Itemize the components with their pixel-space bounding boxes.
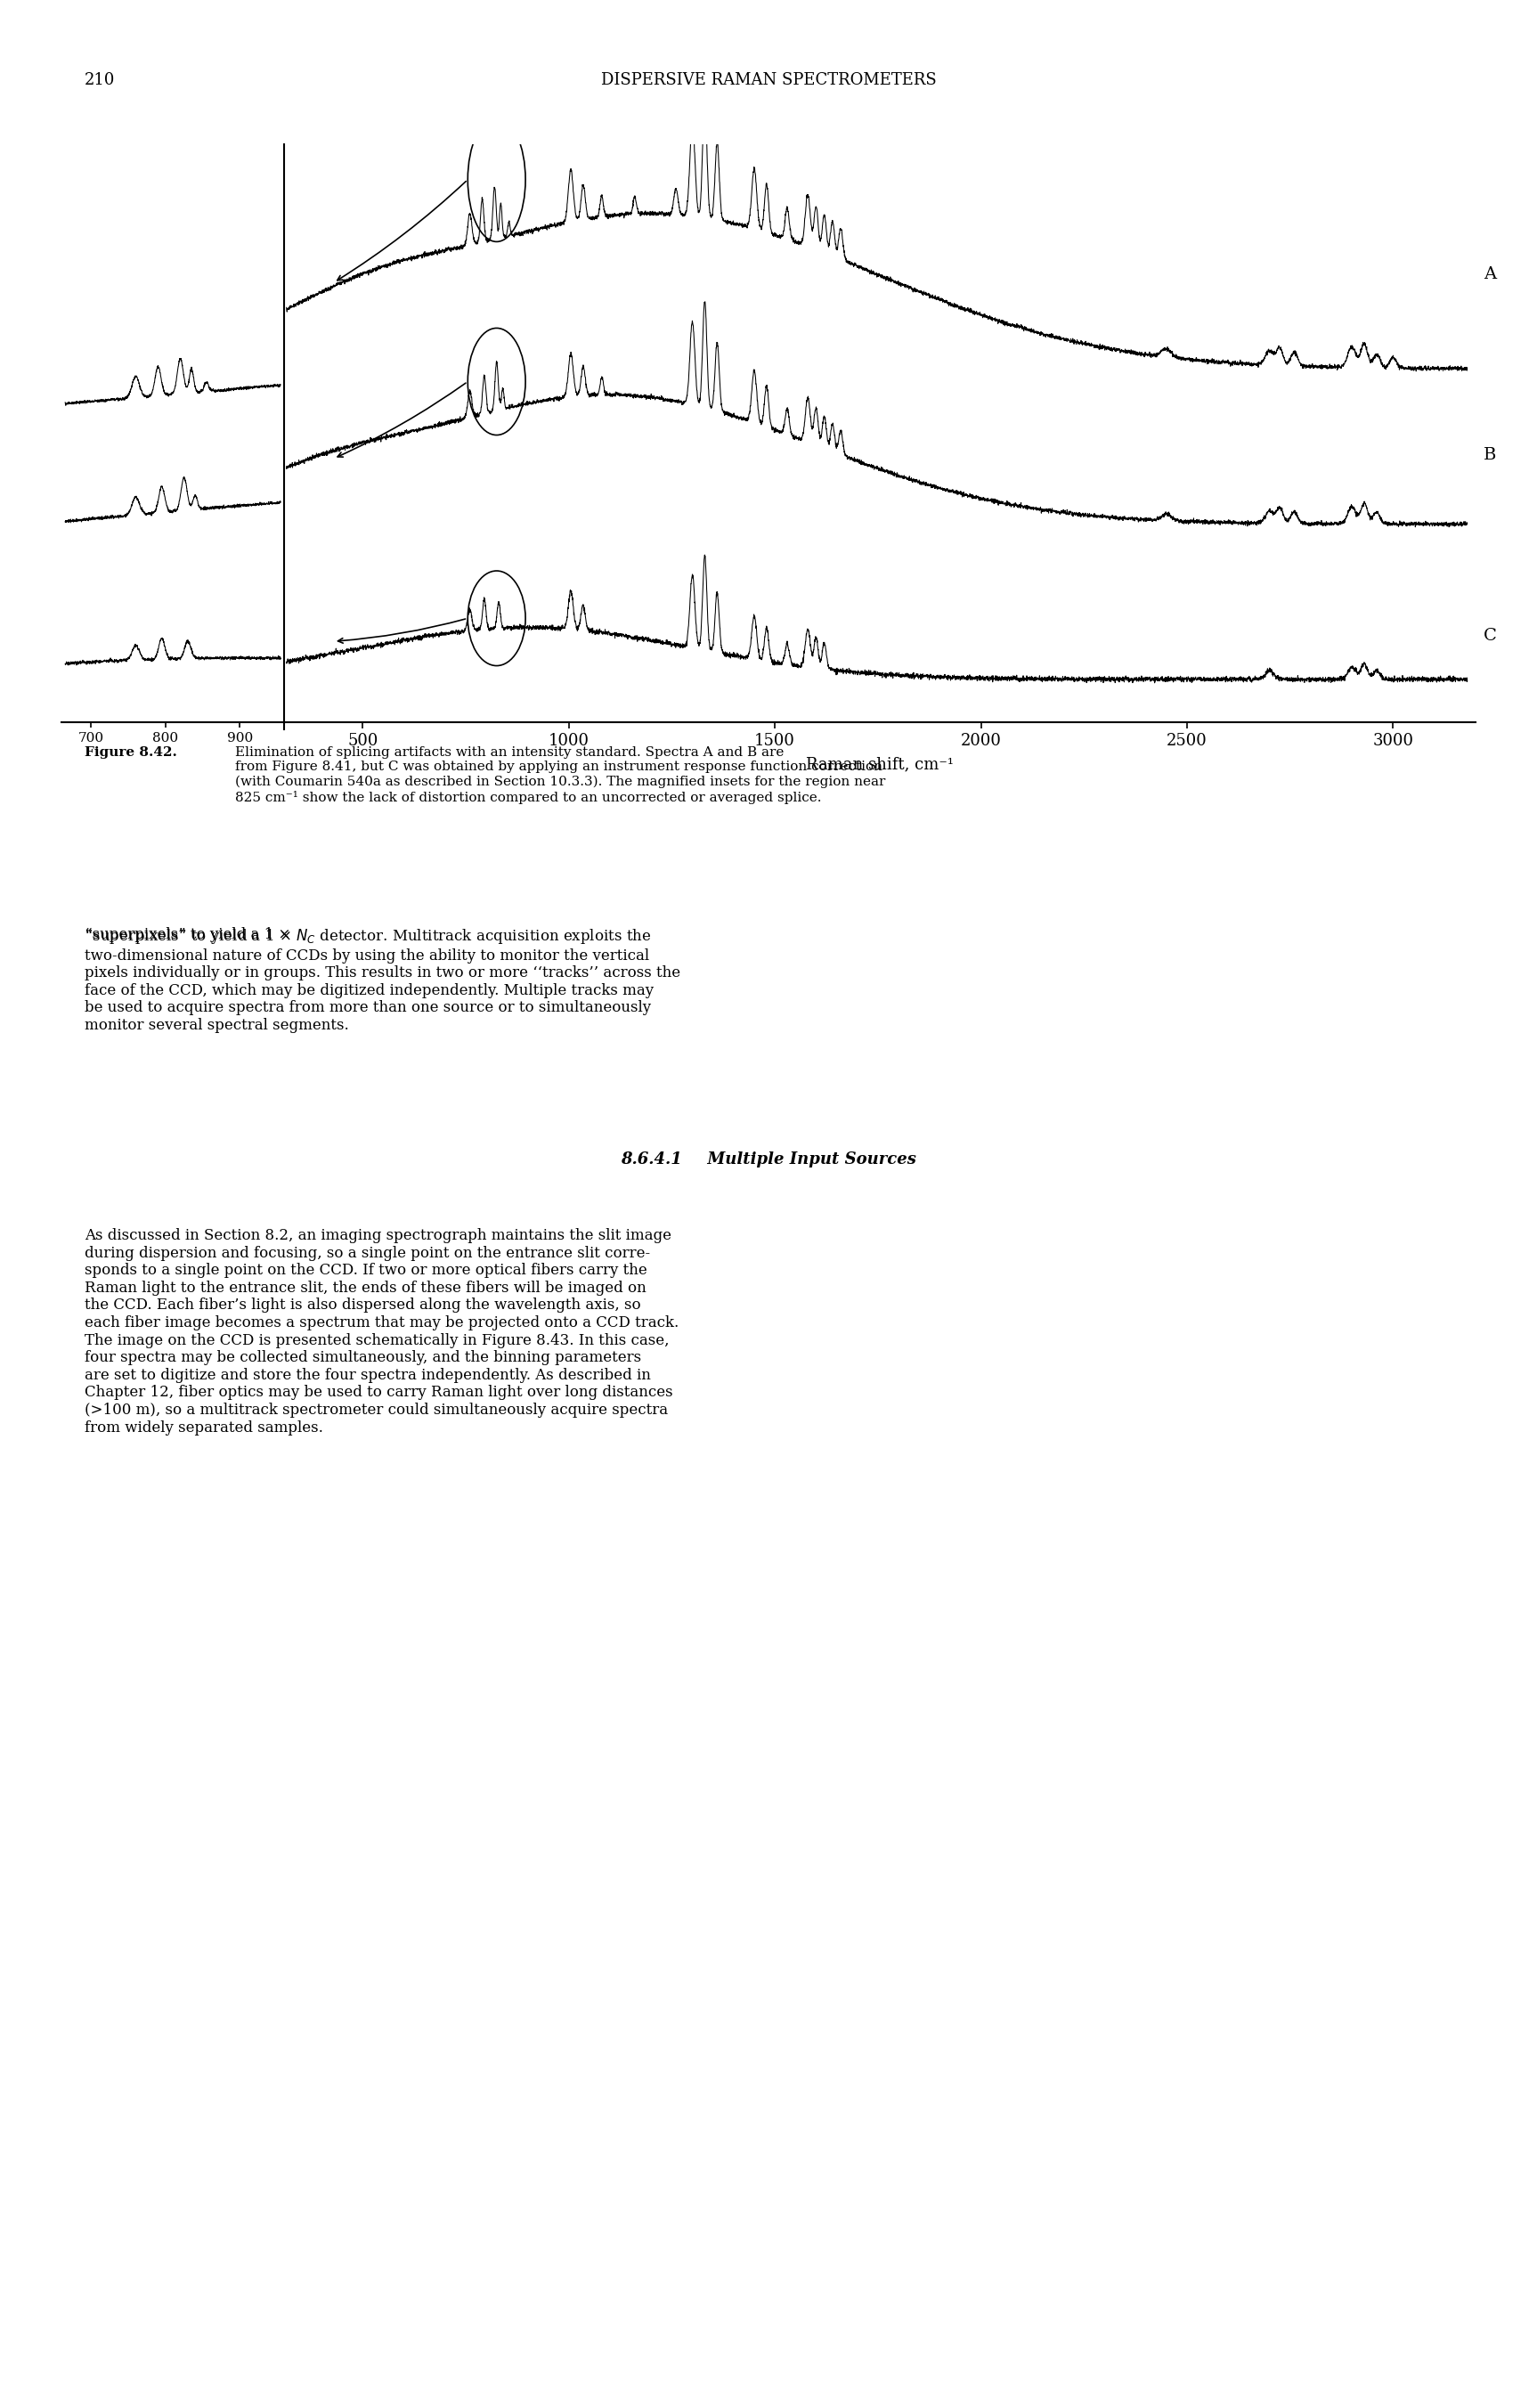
Text: “superpixels” to yield a 1 × $N_C$ detector. Multitrack acquisition exploits the: “superpixels” to yield a 1 × $N_C$ detec… [85, 927, 681, 1033]
Text: Figure 8.42.: Figure 8.42. [85, 746, 177, 759]
Text: B: B [1483, 448, 1497, 462]
Text: 8.6.4.1     Multiple Input Sources: 8.6.4.1 Multiple Input Sources [621, 1151, 916, 1168]
Text: C: C [1483, 628, 1497, 645]
Text: Elimination of splicing artifacts with an intensity standard. Spectra A and B ar: Elimination of splicing artifacts with a… [235, 746, 885, 804]
Text: “superpixels” to yield a 1 ×: “superpixels” to yield a 1 × [85, 927, 295, 942]
Text: 210: 210 [85, 72, 115, 89]
X-axis label: Raman shift, cm⁻¹: Raman shift, cm⁻¹ [805, 756, 954, 773]
Text: DISPERSIVE RAMAN SPECTROMETERS: DISPERSIVE RAMAN SPECTROMETERS [601, 72, 936, 89]
Text: As discussed in Section 8.2, an imaging spectrograph maintains the slit image
du: As discussed in Section 8.2, an imaging … [85, 1228, 679, 1435]
Text: A: A [1483, 265, 1497, 282]
